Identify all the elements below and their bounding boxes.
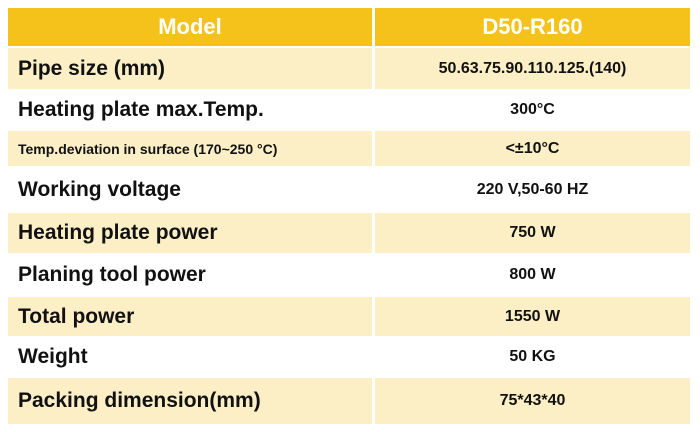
label-cell: Planing tool power xyxy=(8,255,372,295)
label-cell: Heating plate max.Temp. xyxy=(8,91,372,129)
label-cell: Temp.deviation in surface (170~250 °C) xyxy=(8,131,372,166)
value-cell: 300°C xyxy=(375,91,690,129)
label-cell: Weight xyxy=(8,338,372,376)
label-cell: Pipe size (mm) xyxy=(8,48,372,89)
value-cell: 75*43*40 xyxy=(375,378,690,424)
label-cell: Total power xyxy=(8,297,372,336)
header-cell: D50-R160 xyxy=(375,8,690,46)
label-cell: Heating plate power xyxy=(8,213,372,253)
value-cell: 50.63.75.90.110.125.(140) xyxy=(375,48,690,89)
value-cell: <±10°C xyxy=(375,131,690,166)
header-cell: Model xyxy=(8,8,372,46)
value-cell: 220 V,50-60 HZ xyxy=(375,168,690,211)
value-cell: 1550 W xyxy=(375,297,690,336)
value-cell: 750 W xyxy=(375,213,690,253)
label-cell: Working voltage xyxy=(8,168,372,211)
value-cell: 50 KG xyxy=(375,338,690,376)
label-cell: Packing dimension(mm) xyxy=(8,378,372,424)
value-cell: 800 W xyxy=(375,255,690,295)
